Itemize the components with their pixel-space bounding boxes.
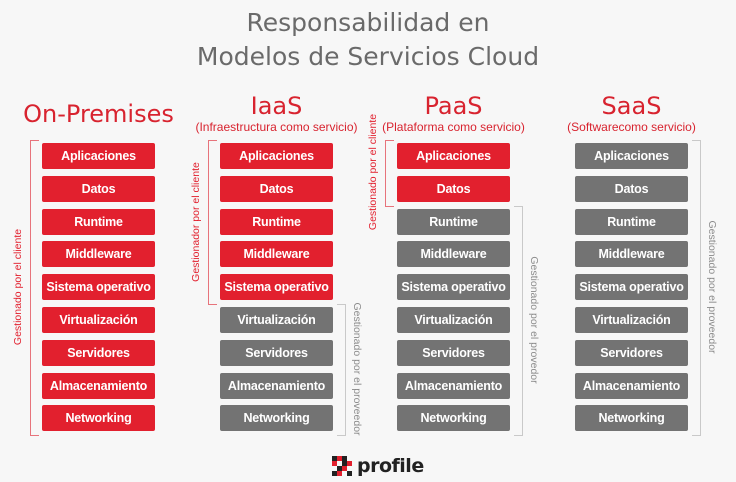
column-header-paas: PaaS (Plataforma como servicio) xyxy=(369,92,539,134)
layer-middleware-saas: Middleware xyxy=(575,241,688,268)
layer-runtime-paas: Runtime xyxy=(397,208,510,235)
column-name: PaaS xyxy=(424,92,483,120)
layer-aplicaciones-iaas: Aplicaciones xyxy=(220,143,333,169)
column-name: IaaS xyxy=(250,92,303,120)
provider-bracket-paas xyxy=(514,205,523,437)
layer-runtime-iaas: Runtime xyxy=(220,208,333,235)
layer-virtualizacion-iaas: Virtualización xyxy=(220,307,333,333)
client-label-iaas: Gestionador por el cliente xyxy=(190,161,202,282)
layer-middleware-paas: Middleware xyxy=(397,241,510,268)
layer-networking-iaas: Networking xyxy=(220,405,333,432)
layer-datos-on-premises: Datos xyxy=(42,175,155,202)
layer-servidores-saas: Servidores xyxy=(575,339,688,366)
column-name: SaaS xyxy=(601,92,662,120)
client-label-paas: Gestionado por el cliente xyxy=(367,114,379,231)
client-label-on-premises: Gestionado por el cliente xyxy=(12,229,24,346)
layer-middleware-on-premises: Middleware xyxy=(42,241,155,268)
layer-sistema-operativo-saas: Sistema operativo xyxy=(575,274,688,301)
layer-aplicaciones-on-premises: Aplicaciones xyxy=(42,143,155,169)
layer-datos-paas: Datos xyxy=(397,175,510,202)
profile-logo-icon xyxy=(332,456,352,476)
layer-sistema-operativo-paas: Sistema operativo xyxy=(397,274,510,301)
layer-datos-saas: Datos xyxy=(575,175,688,202)
client-bracket-paas xyxy=(385,140,394,207)
layer-sistema-operativo-on-premises: Sistema operativo xyxy=(42,274,155,301)
column-header-saas: SaaS (Softwarecomo servicio) xyxy=(547,92,717,134)
layer-virtualizacion-saas: Virtualización xyxy=(575,307,688,333)
layer-servidores-iaas: Servidores xyxy=(220,339,333,366)
layer-datos-iaas: Datos xyxy=(220,175,333,202)
layer-servidores-paas: Servidores xyxy=(397,339,510,366)
layer-almacenamiento-paas: Almacenamiento xyxy=(397,372,510,399)
layer-networking-on-premises: Networking xyxy=(42,405,155,432)
layer-almacenamiento-saas: Almacenamiento xyxy=(575,372,688,399)
layer-networking-paas: Networking xyxy=(397,405,510,432)
layer-runtime-saas: Runtime xyxy=(575,208,688,235)
provider-label-paas: Gestionado por el provedor xyxy=(528,256,540,384)
layer-middleware-iaas: Middleware xyxy=(220,241,333,268)
column-subtitle: (Plataforma como servicio) xyxy=(382,120,525,134)
column-subtitle: (Softwarecomo servicio) xyxy=(567,120,696,134)
layer-almacenamiento-on-premises: Almacenamiento xyxy=(42,372,155,399)
logo-text: profile xyxy=(357,455,424,477)
provider-label-iaas: Gestionado por el proveedor xyxy=(351,302,363,436)
title-line-1: Responsabilidad en xyxy=(246,8,490,37)
layer-servidores-on-premises: Servidores xyxy=(42,339,155,366)
company-logo: profile xyxy=(332,455,424,477)
column-header-iaas: IaaS (Infraestructura como servicio) xyxy=(192,92,362,134)
client-bracket-on-premises xyxy=(30,140,39,437)
layer-aplicaciones-saas: Aplicaciones xyxy=(575,143,688,169)
layer-aplicaciones-paas: Aplicaciones xyxy=(397,143,510,169)
column-subtitle: (Infraestructura como servicio) xyxy=(195,120,358,134)
page-title: Responsabilidad en Modelos de Servicios … xyxy=(0,6,736,74)
provider-bracket-saas xyxy=(692,140,701,437)
layer-virtualizacion-on-premises: Virtualización xyxy=(42,307,155,333)
client-bracket-iaas xyxy=(208,140,217,306)
provider-bracket-iaas xyxy=(337,304,346,437)
title-line-2: Modelos de Servicios Cloud xyxy=(196,42,540,71)
layer-runtime-on-premises: Runtime xyxy=(42,208,155,235)
layer-networking-saas: Networking xyxy=(575,405,688,432)
column-header-on-premises: On-Premises xyxy=(14,100,184,128)
layer-almacenamiento-iaas: Almacenamiento xyxy=(220,372,333,399)
column-name: On-Premises xyxy=(23,100,174,128)
layer-virtualizacion-paas: Virtualización xyxy=(397,307,510,333)
layer-sistema-operativo-iaas: Sistema operativo xyxy=(220,274,333,301)
provider-label-saas: Gestionado por el proveedor xyxy=(706,220,718,354)
